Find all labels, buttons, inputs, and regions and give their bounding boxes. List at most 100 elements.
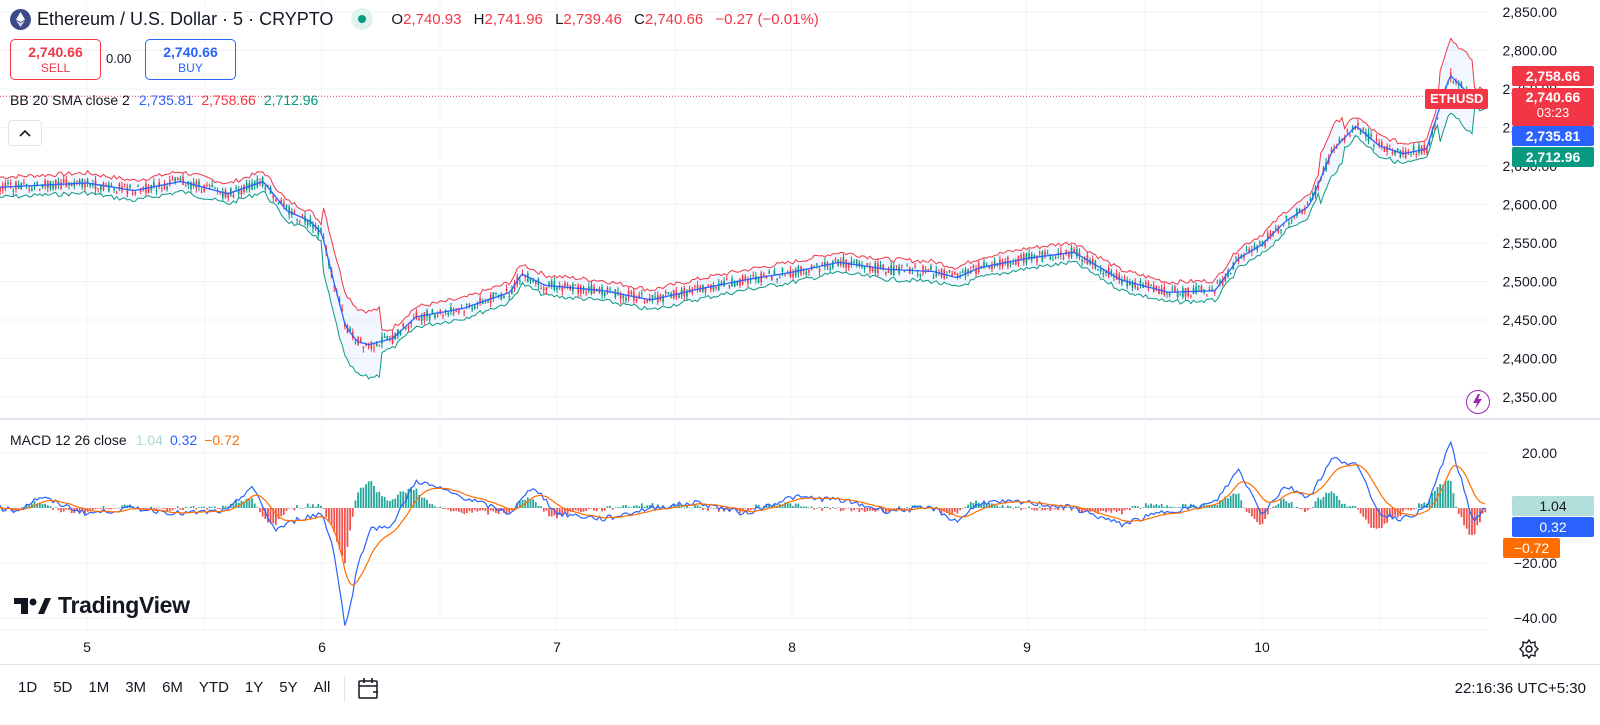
candle-body xyxy=(866,263,869,266)
macd-histogram-bar xyxy=(1200,504,1203,508)
range-button-3m[interactable]: 3M xyxy=(125,679,147,696)
macd-histogram-bar xyxy=(396,494,399,508)
sell-button[interactable]: 2,740.66 SELL xyxy=(10,39,101,80)
candle-body xyxy=(1195,286,1197,293)
macd-histogram-bar xyxy=(686,505,688,508)
range-button-ytd[interactable]: YTD xyxy=(198,679,229,696)
macd-histogram-bar xyxy=(1033,508,1036,511)
candle-body xyxy=(638,295,641,299)
macd-histogram-bar xyxy=(540,506,542,508)
candle-body xyxy=(527,273,529,282)
candle-body xyxy=(105,184,107,186)
candle-body xyxy=(622,295,625,298)
macd-histogram-bar xyxy=(1325,492,1328,508)
candle-body xyxy=(1404,150,1407,158)
macd-histogram-bar xyxy=(274,508,277,525)
candle-body xyxy=(338,298,341,303)
macd-histogram-bar xyxy=(1404,508,1407,510)
tradingview-logo[interactable]: TradingView xyxy=(14,592,190,619)
macd-histogram-bar xyxy=(680,507,683,508)
range-button-all[interactable]: All xyxy=(313,679,331,696)
macd-histogram-bar xyxy=(341,508,344,556)
candle-body xyxy=(123,183,126,185)
time-gridline xyxy=(791,0,793,631)
candle-body xyxy=(1296,208,1298,216)
range-button-5y[interactable]: 5Y xyxy=(279,679,298,696)
macd-histogram-bar xyxy=(378,491,381,508)
macd-histogram-bar xyxy=(190,506,192,508)
candle-body xyxy=(922,265,924,273)
range-button-5d[interactable]: 5D xyxy=(53,679,73,696)
candle-body xyxy=(1224,275,1227,282)
candle-body xyxy=(436,315,439,317)
macd-histogram-bar xyxy=(1266,508,1269,515)
candle-body xyxy=(36,182,38,186)
candle-body xyxy=(134,191,137,194)
macd-histogram-bar xyxy=(585,508,588,511)
macd-histogram-bar xyxy=(33,501,36,508)
candle-body xyxy=(532,279,534,282)
macd-histogram-bar xyxy=(1052,508,1054,509)
macd-histogram-bar xyxy=(57,508,60,511)
macd-histogram-bar xyxy=(1224,496,1227,508)
lightning-icon[interactable] xyxy=(1466,390,1490,414)
candle-body xyxy=(495,293,497,295)
candle-body xyxy=(1298,209,1301,213)
macd-histogram-bar xyxy=(402,491,405,508)
candle-body xyxy=(1022,253,1025,263)
buy-button[interactable]: 2,740.66 BUY xyxy=(145,39,236,80)
candle-body xyxy=(4,182,7,189)
date-range-icon[interactable] xyxy=(356,677,382,701)
macd-histogram-bar xyxy=(213,506,216,508)
macd-histogram-bar xyxy=(646,505,649,508)
macd-histogram-bar xyxy=(1280,499,1282,508)
candle-body xyxy=(1078,251,1081,257)
candle-body xyxy=(23,182,25,184)
candle-body xyxy=(142,187,145,189)
macd-histogram-bar xyxy=(1272,506,1274,508)
macd-histogram-bar xyxy=(28,505,31,508)
macd-histogram-bar xyxy=(855,508,858,509)
candle-body xyxy=(1174,286,1176,292)
candle-body xyxy=(163,183,166,189)
candle-body xyxy=(1221,279,1224,285)
macd-histogram-bar xyxy=(707,508,710,511)
range-button-1m[interactable]: 1M xyxy=(88,679,110,696)
macd-histogram-bar xyxy=(457,508,460,512)
macd-histogram-bar xyxy=(330,508,333,525)
candle-body xyxy=(792,273,794,277)
bb-band-fill xyxy=(0,38,1486,379)
range-button-1d[interactable]: 1D xyxy=(18,679,38,696)
candle-body xyxy=(25,184,28,186)
candle-body xyxy=(845,259,847,269)
macd-histogram-bar xyxy=(168,508,171,511)
collapse-legend-button[interactable] xyxy=(8,120,42,146)
macd-histogram-bar xyxy=(579,508,582,513)
symbol-title[interactable]: Ethereum / U.S. Dollar · 5 · CRYPTO xyxy=(37,8,334,29)
candle-body xyxy=(1415,153,1418,156)
candle-body xyxy=(1237,257,1240,262)
macd-histogram-bar xyxy=(277,508,280,520)
candle-body xyxy=(158,182,160,187)
candle-body xyxy=(86,179,89,185)
macd-histogram-bar xyxy=(394,498,397,508)
candle-body xyxy=(757,278,760,283)
candle-body xyxy=(816,263,818,266)
bb-legend[interactable]: BB 20 SMA close 2 2,735.81 2,758.66 2,71… xyxy=(10,92,318,108)
range-button-6m[interactable]: 6M xyxy=(162,679,183,696)
clock-timezone[interactable]: 22:16:36 UTC+5:30 xyxy=(1454,680,1586,697)
range-button-1y[interactable]: 1Y xyxy=(244,679,264,696)
ohlc-open-label: O xyxy=(391,10,404,28)
buy-price: 2,740.66 xyxy=(163,44,218,60)
macd-histogram-bar xyxy=(532,499,535,508)
candle-body xyxy=(1362,128,1365,130)
candle-body xyxy=(847,263,850,268)
macd-histogram-bar xyxy=(335,508,338,542)
macd-legend[interactable]: MACD 12 26 close 1.04 0.32 −0.72 xyxy=(10,432,240,448)
settings-icon[interactable] xyxy=(1518,638,1540,660)
macd-histogram-bar xyxy=(471,508,474,513)
macd-histogram-bar xyxy=(993,503,996,508)
candle-body xyxy=(412,316,415,318)
candle-body xyxy=(434,314,436,319)
